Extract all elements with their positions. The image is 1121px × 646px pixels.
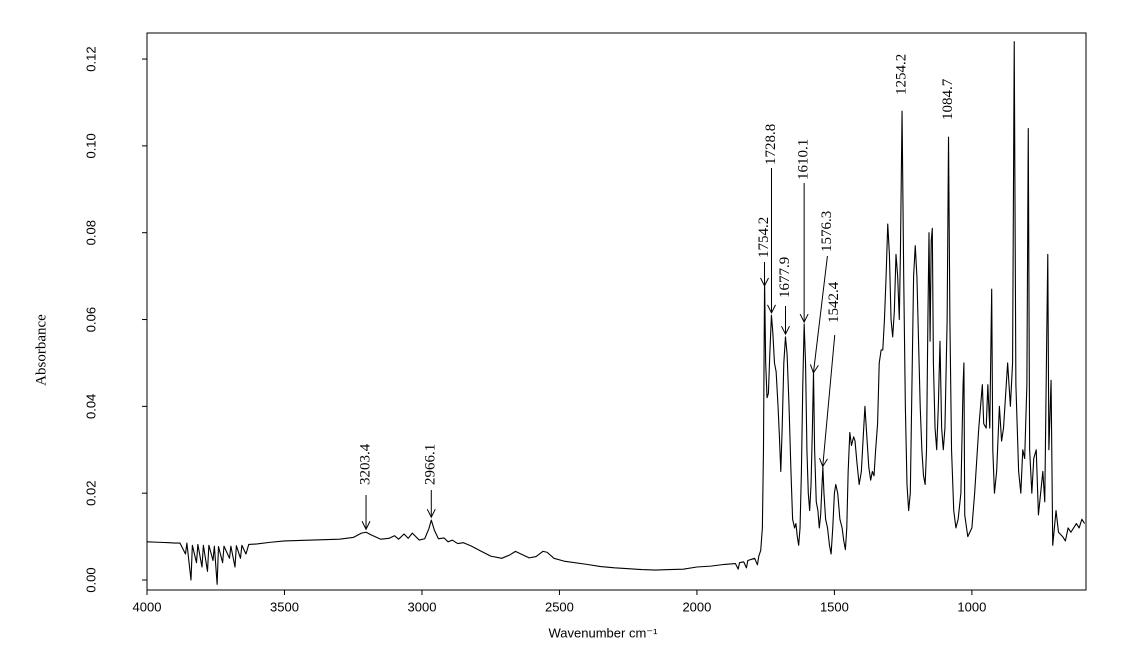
y-tick-label: 0.12 xyxy=(83,46,98,71)
annotation-label: 1576.3 xyxy=(819,211,835,252)
plot-frame xyxy=(146,32,1087,591)
y-axis-label: Absorbance xyxy=(33,314,49,386)
annotation-label: 3203.4 xyxy=(357,443,373,485)
arrow-head xyxy=(809,364,819,374)
arrow-head xyxy=(781,325,790,336)
x-tick-label: 1000 xyxy=(957,599,986,614)
annotation-arrow xyxy=(822,334,836,467)
x-tick-label: 3000 xyxy=(408,599,437,614)
arrow-head xyxy=(361,521,371,531)
x-tick-label: 4000 xyxy=(133,599,162,614)
y-tick-label: 0.02 xyxy=(83,481,98,506)
arrow-head xyxy=(767,304,776,315)
annotation-label: 1542.4 xyxy=(826,281,842,323)
arrow-head xyxy=(799,313,809,324)
annotation-label: 1610.1 xyxy=(796,139,812,180)
x-tick-label: 2000 xyxy=(682,599,711,614)
y-tick-label: 0.08 xyxy=(83,220,98,245)
y-tick-label: 0.04 xyxy=(83,394,98,419)
arrow-head xyxy=(760,277,769,288)
annotation-label: 2966.1 xyxy=(423,444,439,485)
x-tick-label: 2500 xyxy=(545,599,574,614)
annotation-label: 1254.2 xyxy=(893,54,909,95)
arrow-head xyxy=(819,457,828,468)
annotation-label: 1754.2 xyxy=(756,217,772,258)
annotation-arrow xyxy=(812,255,828,373)
x-axis-label: Wavenumber cm⁻¹ xyxy=(549,625,659,640)
y-tick-label: 0.10 xyxy=(83,133,98,158)
spectrum-line xyxy=(146,41,1086,585)
annotation-label: 1677.9 xyxy=(777,257,793,298)
y-tick-label: 0.00 xyxy=(83,567,98,592)
x-tick-label: 3500 xyxy=(270,599,299,614)
arrow-head xyxy=(426,508,436,519)
x-tick-label: 1500 xyxy=(820,599,849,614)
y-tick-label: 0.06 xyxy=(83,307,98,332)
annotation-label: 1728.8 xyxy=(763,124,779,165)
annotation-label: 1084.7 xyxy=(940,78,956,120)
